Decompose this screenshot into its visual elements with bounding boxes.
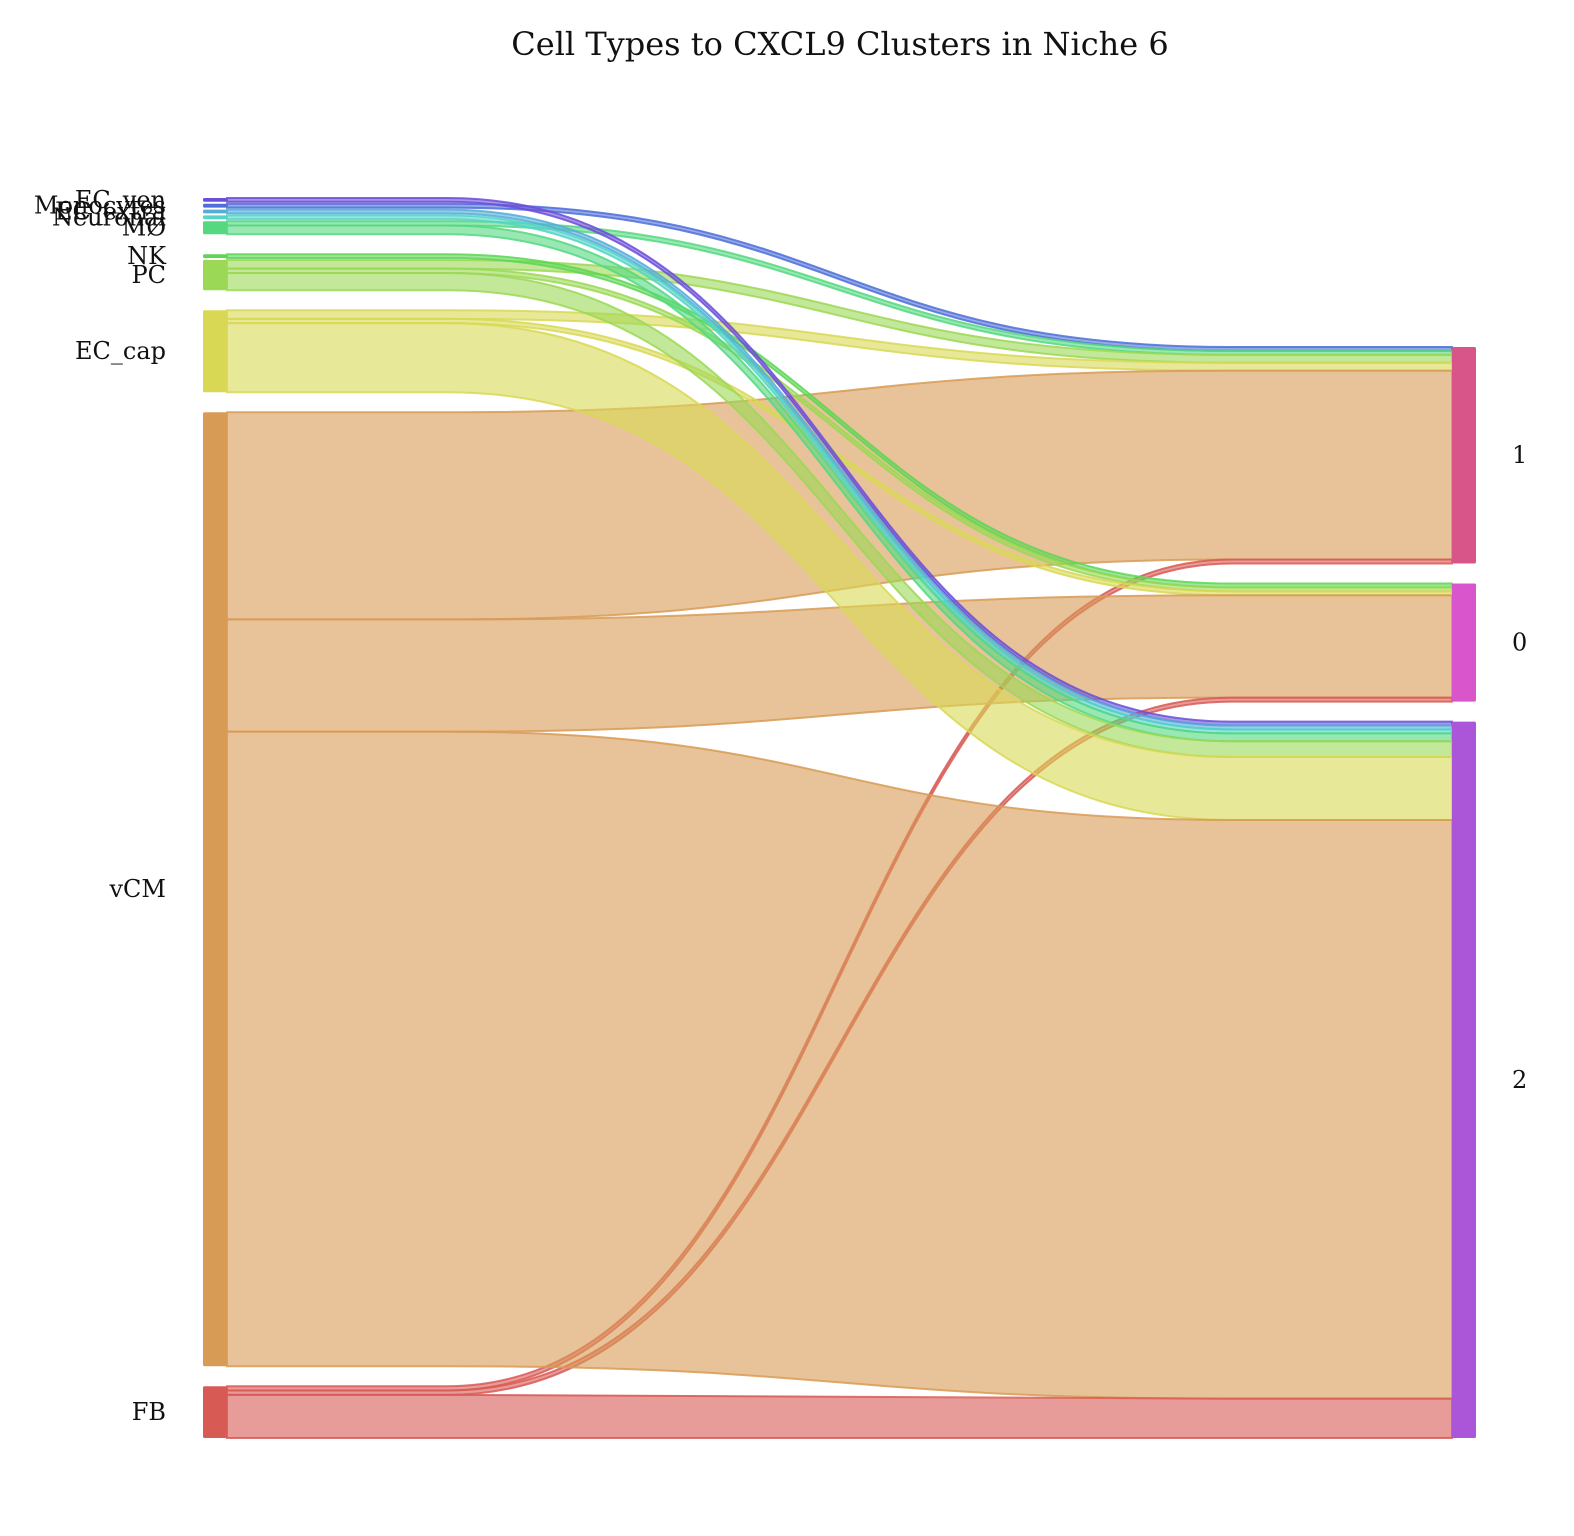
flow-vcm-to-2 bbox=[226, 730, 1453, 1400]
source-label-ec-cap: EC_cap bbox=[75, 337, 166, 365]
source-node-ec-ven bbox=[203, 198, 227, 202]
target-label-0: 0 bbox=[1512, 629, 1527, 657]
source-node-ec-cap bbox=[203, 310, 227, 393]
target-node-0 bbox=[1452, 583, 1476, 702]
source-label-neuronal: Neuronal bbox=[52, 203, 166, 231]
source-node-fb bbox=[203, 1386, 227, 1438]
source-label-mo: MØ bbox=[122, 214, 166, 242]
target-label-1: 1 bbox=[1512, 441, 1527, 469]
nodes-layer bbox=[203, 198, 1476, 1438]
source-node-monocytes bbox=[203, 203, 227, 208]
target-node-2 bbox=[1452, 721, 1476, 1438]
source-label-ec-extra: EC_extra bbox=[55, 198, 166, 226]
source-node-neuronal bbox=[203, 215, 227, 220]
target-node-1 bbox=[1452, 347, 1476, 564]
source-label-monocytes: Monocytes bbox=[34, 192, 166, 220]
source-node-nk bbox=[203, 254, 227, 259]
source-node-pc bbox=[203, 260, 227, 291]
source-node-mo bbox=[203, 221, 227, 235]
source-label-fb: FB bbox=[132, 1398, 166, 1426]
source-node-vcm bbox=[203, 412, 227, 1367]
source-node-ec-extra bbox=[203, 209, 227, 214]
target-label-2: 2 bbox=[1512, 1066, 1527, 1094]
source-label-ec-ven: EC_ven bbox=[75, 186, 166, 214]
source-label-vcm: vCM bbox=[109, 875, 167, 903]
source-label-nk: NK bbox=[127, 242, 167, 270]
chart-title: Cell Types to CXCL9 Clusters in Niche 6 bbox=[511, 25, 1168, 63]
flows-layer bbox=[226, 197, 1453, 1440]
flow-fb-to-2 bbox=[226, 1393, 1453, 1440]
source-label-pc: PC bbox=[131, 261, 166, 289]
